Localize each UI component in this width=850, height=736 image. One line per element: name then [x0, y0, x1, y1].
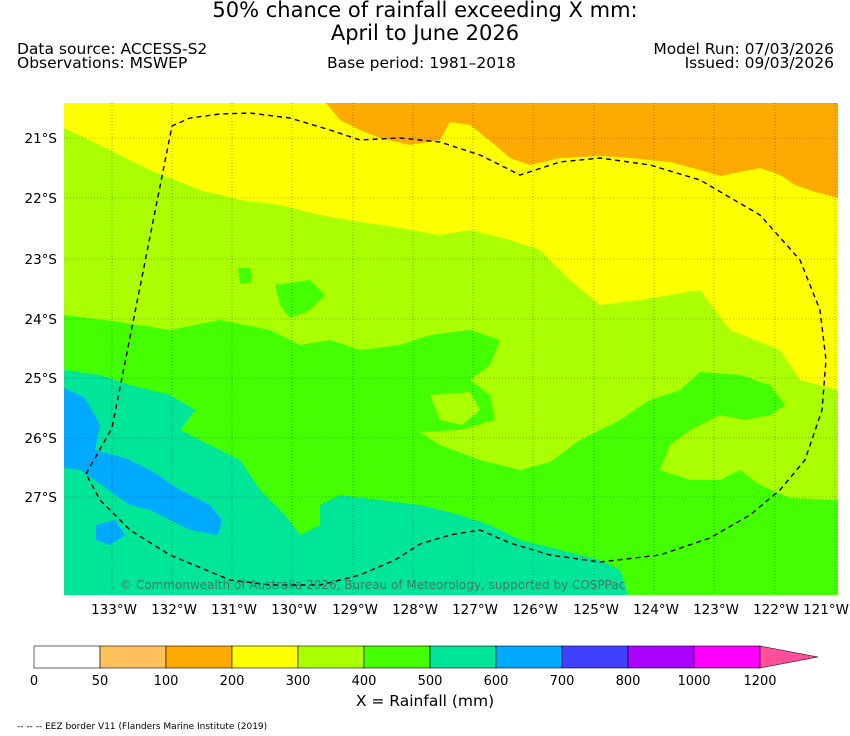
colorbar-tick-label: 600: [484, 674, 509, 689]
colorbar-segment: [429, 645, 497, 669]
map-regions: [64, 103, 838, 595]
colorbar-tick-label: 700: [550, 674, 575, 689]
y-tick-label: 24°S: [25, 312, 58, 328]
base-period-label: Base period: 1981–2018: [327, 54, 516, 72]
region-bin-400-500-patch: [275, 280, 325, 318]
x-tick-label: 126°W: [512, 602, 558, 618]
colorbar-segment: [627, 645, 695, 669]
region-bin-300-400-patch: [430, 392, 480, 425]
colorbar-tick-label: 800: [616, 674, 641, 689]
gridlines: [64, 103, 838, 595]
x-tick-label: 129°W: [332, 602, 378, 618]
issued-label: Issued: 09/03/2026: [684, 54, 834, 72]
colorbar-tick-label: 200: [220, 674, 245, 689]
colorbar-segment: [165, 645, 233, 669]
region-bin-100-200: [326, 103, 838, 198]
colorbar-ticks: 0 50 100 200 300 400 500 600 700 800 1000 1200: [30, 674, 777, 689]
colorbar-label: X = Rainfall (mm): [356, 692, 494, 710]
x-tick-label: 133°W: [91, 602, 137, 618]
colorbar-tick-label: 50: [92, 674, 109, 689]
observations-label: Observations: MSWEP: [17, 54, 188, 72]
x-tick-label: 124°W: [633, 602, 679, 618]
colorbar-segment: [33, 645, 101, 669]
data-source-label: Data source: ACCESS-S2: [17, 40, 208, 58]
colorbar-tick-label: 1200: [743, 674, 776, 689]
region-bin-500-600: [64, 370, 628, 595]
x-tick-label: 122°W: [753, 602, 799, 618]
colorbar-segment: [363, 645, 431, 669]
x-tick-label: 127°W: [452, 602, 498, 618]
colorbar-tick-label: 300: [286, 674, 311, 689]
y-tick-label: 25°S: [25, 371, 58, 387]
x-tick-label: 130°W: [271, 602, 317, 618]
colorbar-tick-label: 1000: [677, 674, 710, 689]
x-tick-label: 123°W: [693, 602, 739, 618]
colorbar-segment: [297, 645, 365, 669]
eez-border-line: [85, 112, 827, 586]
x-tick-label: 132°W: [151, 602, 197, 618]
colorbar: [33, 645, 819, 669]
copyright-note: © Commonwealth of Australia 2026, Bureau…: [120, 578, 625, 592]
y-tick-label: 27°S: [25, 490, 58, 506]
model-run-label: Model Run: 07/03/2026: [653, 40, 834, 58]
y-tick-label: 26°S: [25, 431, 58, 447]
chart-title-line2: April to June 2026: [330, 21, 520, 45]
region-bin-400-500-patch: [238, 268, 252, 284]
colorbar-segment: [99, 645, 167, 669]
region-bin-200-300: [64, 103, 838, 390]
y-tick-label: 22°S: [25, 191, 58, 207]
colorbar-extend-arrow: [759, 645, 819, 669]
colorbar-tick-label: 500: [418, 674, 443, 689]
colorbar-tick-label: 100: [154, 674, 179, 689]
x-tick-label: 128°W: [392, 602, 438, 618]
colorbar-tick-label: 0: [30, 674, 38, 689]
y-tick-label: 21°S: [25, 131, 58, 147]
region-bin-600-700: [64, 388, 222, 535]
colorbar-segment: [561, 645, 629, 669]
colorbar-segment: [231, 645, 299, 669]
y-tick-label: 23°S: [25, 252, 58, 268]
footer-note: -- -- -- EEZ border V11 (Flanders Marine…: [17, 722, 267, 732]
y-axis: 21°S 22°S 23°S 24°S 25°S 26°S 27°S: [25, 131, 58, 506]
colorbar-segment: [693, 645, 761, 669]
x-tick-label: 121°W: [803, 602, 849, 618]
colorbar-tick-label: 400: [352, 674, 377, 689]
x-axis: 133°W 132°W 131°W 130°W 129°W 128°W 127°…: [91, 602, 849, 618]
x-tick-label: 125°W: [573, 602, 619, 618]
colorbar-segment: [495, 645, 563, 669]
chart-title-line1: 50% chance of rainfall exceeding X mm:: [212, 0, 638, 22]
region-bin-600-700-pocket: [96, 520, 125, 545]
x-tick-label: 131°W: [211, 602, 257, 618]
